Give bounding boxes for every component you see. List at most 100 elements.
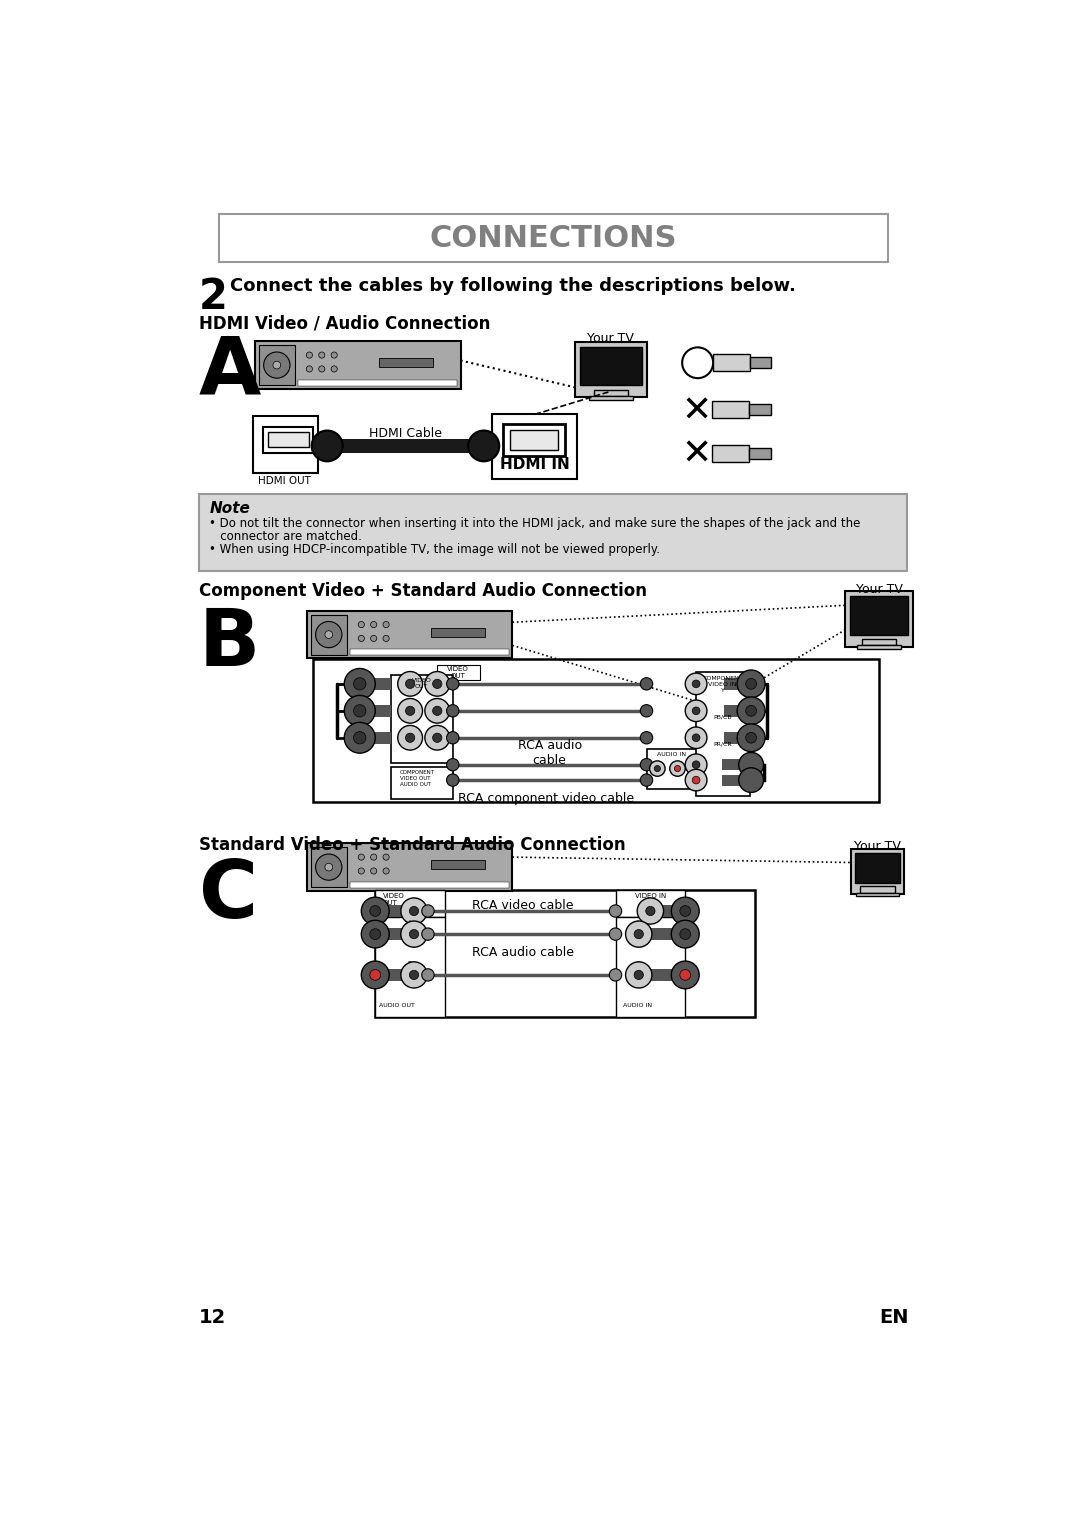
Text: HDMI Video / Audio Connection: HDMI Video / Audio Connection — [199, 315, 490, 332]
Circle shape — [383, 868, 389, 874]
Circle shape — [640, 704, 652, 717]
Circle shape — [359, 636, 364, 642]
Circle shape — [319, 365, 325, 371]
Circle shape — [345, 723, 375, 753]
Circle shape — [692, 733, 700, 741]
Circle shape — [609, 927, 622, 940]
Circle shape — [422, 969, 434, 981]
Circle shape — [383, 636, 389, 642]
Bar — [712, 445, 748, 461]
Circle shape — [625, 961, 652, 989]
Bar — [379, 927, 414, 940]
Circle shape — [745, 678, 757, 689]
Circle shape — [446, 678, 459, 691]
Bar — [313, 659, 879, 802]
Text: CONNECTIONS: CONNECTIONS — [430, 223, 677, 252]
Bar — [379, 905, 414, 917]
Bar — [576, 342, 647, 397]
Text: HDMI IN: HDMI IN — [500, 457, 570, 472]
Text: L: L — [656, 761, 659, 767]
Text: PB/CB: PB/CB — [713, 715, 732, 720]
Text: EN: EN — [879, 1308, 908, 1326]
Text: VIDEO
OUT: VIDEO OUT — [383, 894, 405, 906]
Circle shape — [369, 906, 380, 917]
Circle shape — [359, 854, 364, 860]
Bar — [647, 905, 685, 917]
Bar — [750, 358, 771, 368]
Circle shape — [685, 700, 707, 721]
Circle shape — [264, 351, 291, 377]
Circle shape — [424, 726, 449, 750]
Bar — [712, 402, 748, 419]
Circle shape — [640, 732, 652, 744]
Text: Standard Video + Standard Audio Connection: Standard Video + Standard Audio Connecti… — [199, 836, 625, 854]
Bar — [855, 892, 900, 897]
Text: VIDEO
OUT: VIDEO OUT — [411, 678, 432, 689]
Text: HDMI OUT: HDMI OUT — [258, 475, 311, 486]
Bar — [616, 891, 685, 917]
Circle shape — [397, 671, 422, 697]
Circle shape — [679, 929, 691, 940]
Circle shape — [401, 921, 428, 947]
Circle shape — [315, 854, 342, 880]
Text: AUDIO IN: AUDIO IN — [657, 752, 686, 758]
Circle shape — [637, 898, 663, 924]
Text: PR/CR: PR/CR — [713, 741, 732, 747]
Bar — [643, 927, 685, 940]
Circle shape — [738, 697, 765, 724]
Circle shape — [362, 961, 389, 989]
Polygon shape — [262, 426, 313, 452]
Circle shape — [433, 706, 442, 715]
Bar — [327, 439, 484, 452]
Circle shape — [672, 897, 699, 924]
Text: A: A — [199, 333, 260, 411]
Bar — [391, 675, 453, 762]
Bar — [218, 214, 888, 261]
Circle shape — [685, 672, 707, 695]
Circle shape — [307, 351, 312, 358]
Circle shape — [409, 970, 419, 979]
Text: COMPONENT
VIDEO IN: COMPONENT VIDEO IN — [702, 677, 743, 688]
Circle shape — [315, 622, 342, 648]
Circle shape — [739, 767, 764, 793]
Circle shape — [739, 752, 764, 778]
Bar — [259, 345, 295, 385]
Circle shape — [332, 351, 337, 358]
Bar — [723, 759, 751, 770]
Bar — [724, 704, 751, 717]
Circle shape — [670, 761, 685, 776]
Circle shape — [679, 970, 691, 981]
Circle shape — [672, 961, 699, 989]
Bar — [375, 891, 755, 1018]
Text: RCA audio cable: RCA audio cable — [472, 946, 573, 958]
Circle shape — [446, 775, 459, 787]
Bar — [723, 775, 751, 785]
Bar — [845, 591, 913, 646]
Bar — [437, 665, 480, 680]
Text: R: R — [636, 961, 642, 967]
Circle shape — [319, 351, 325, 358]
Circle shape — [634, 929, 644, 938]
Circle shape — [397, 726, 422, 750]
Text: R: R — [675, 761, 680, 767]
Circle shape — [692, 776, 700, 784]
Text: VIDEO IN: VIDEO IN — [635, 894, 666, 900]
Circle shape — [685, 753, 707, 776]
Text: VIDEO
OUT: VIDEO OUT — [447, 666, 469, 678]
Bar — [360, 678, 391, 691]
Circle shape — [401, 898, 428, 924]
Circle shape — [609, 969, 622, 981]
Circle shape — [625, 921, 652, 947]
Circle shape — [383, 622, 389, 628]
Text: RCA component video cable: RCA component video cable — [458, 792, 634, 805]
Circle shape — [649, 761, 665, 776]
Circle shape — [353, 678, 366, 691]
Text: ✕: ✕ — [681, 437, 712, 472]
Bar — [255, 341, 460, 390]
Circle shape — [654, 766, 661, 772]
Bar — [748, 405, 770, 416]
Circle shape — [370, 854, 377, 860]
Bar — [713, 354, 751, 371]
Bar — [748, 448, 770, 458]
Circle shape — [422, 927, 434, 940]
